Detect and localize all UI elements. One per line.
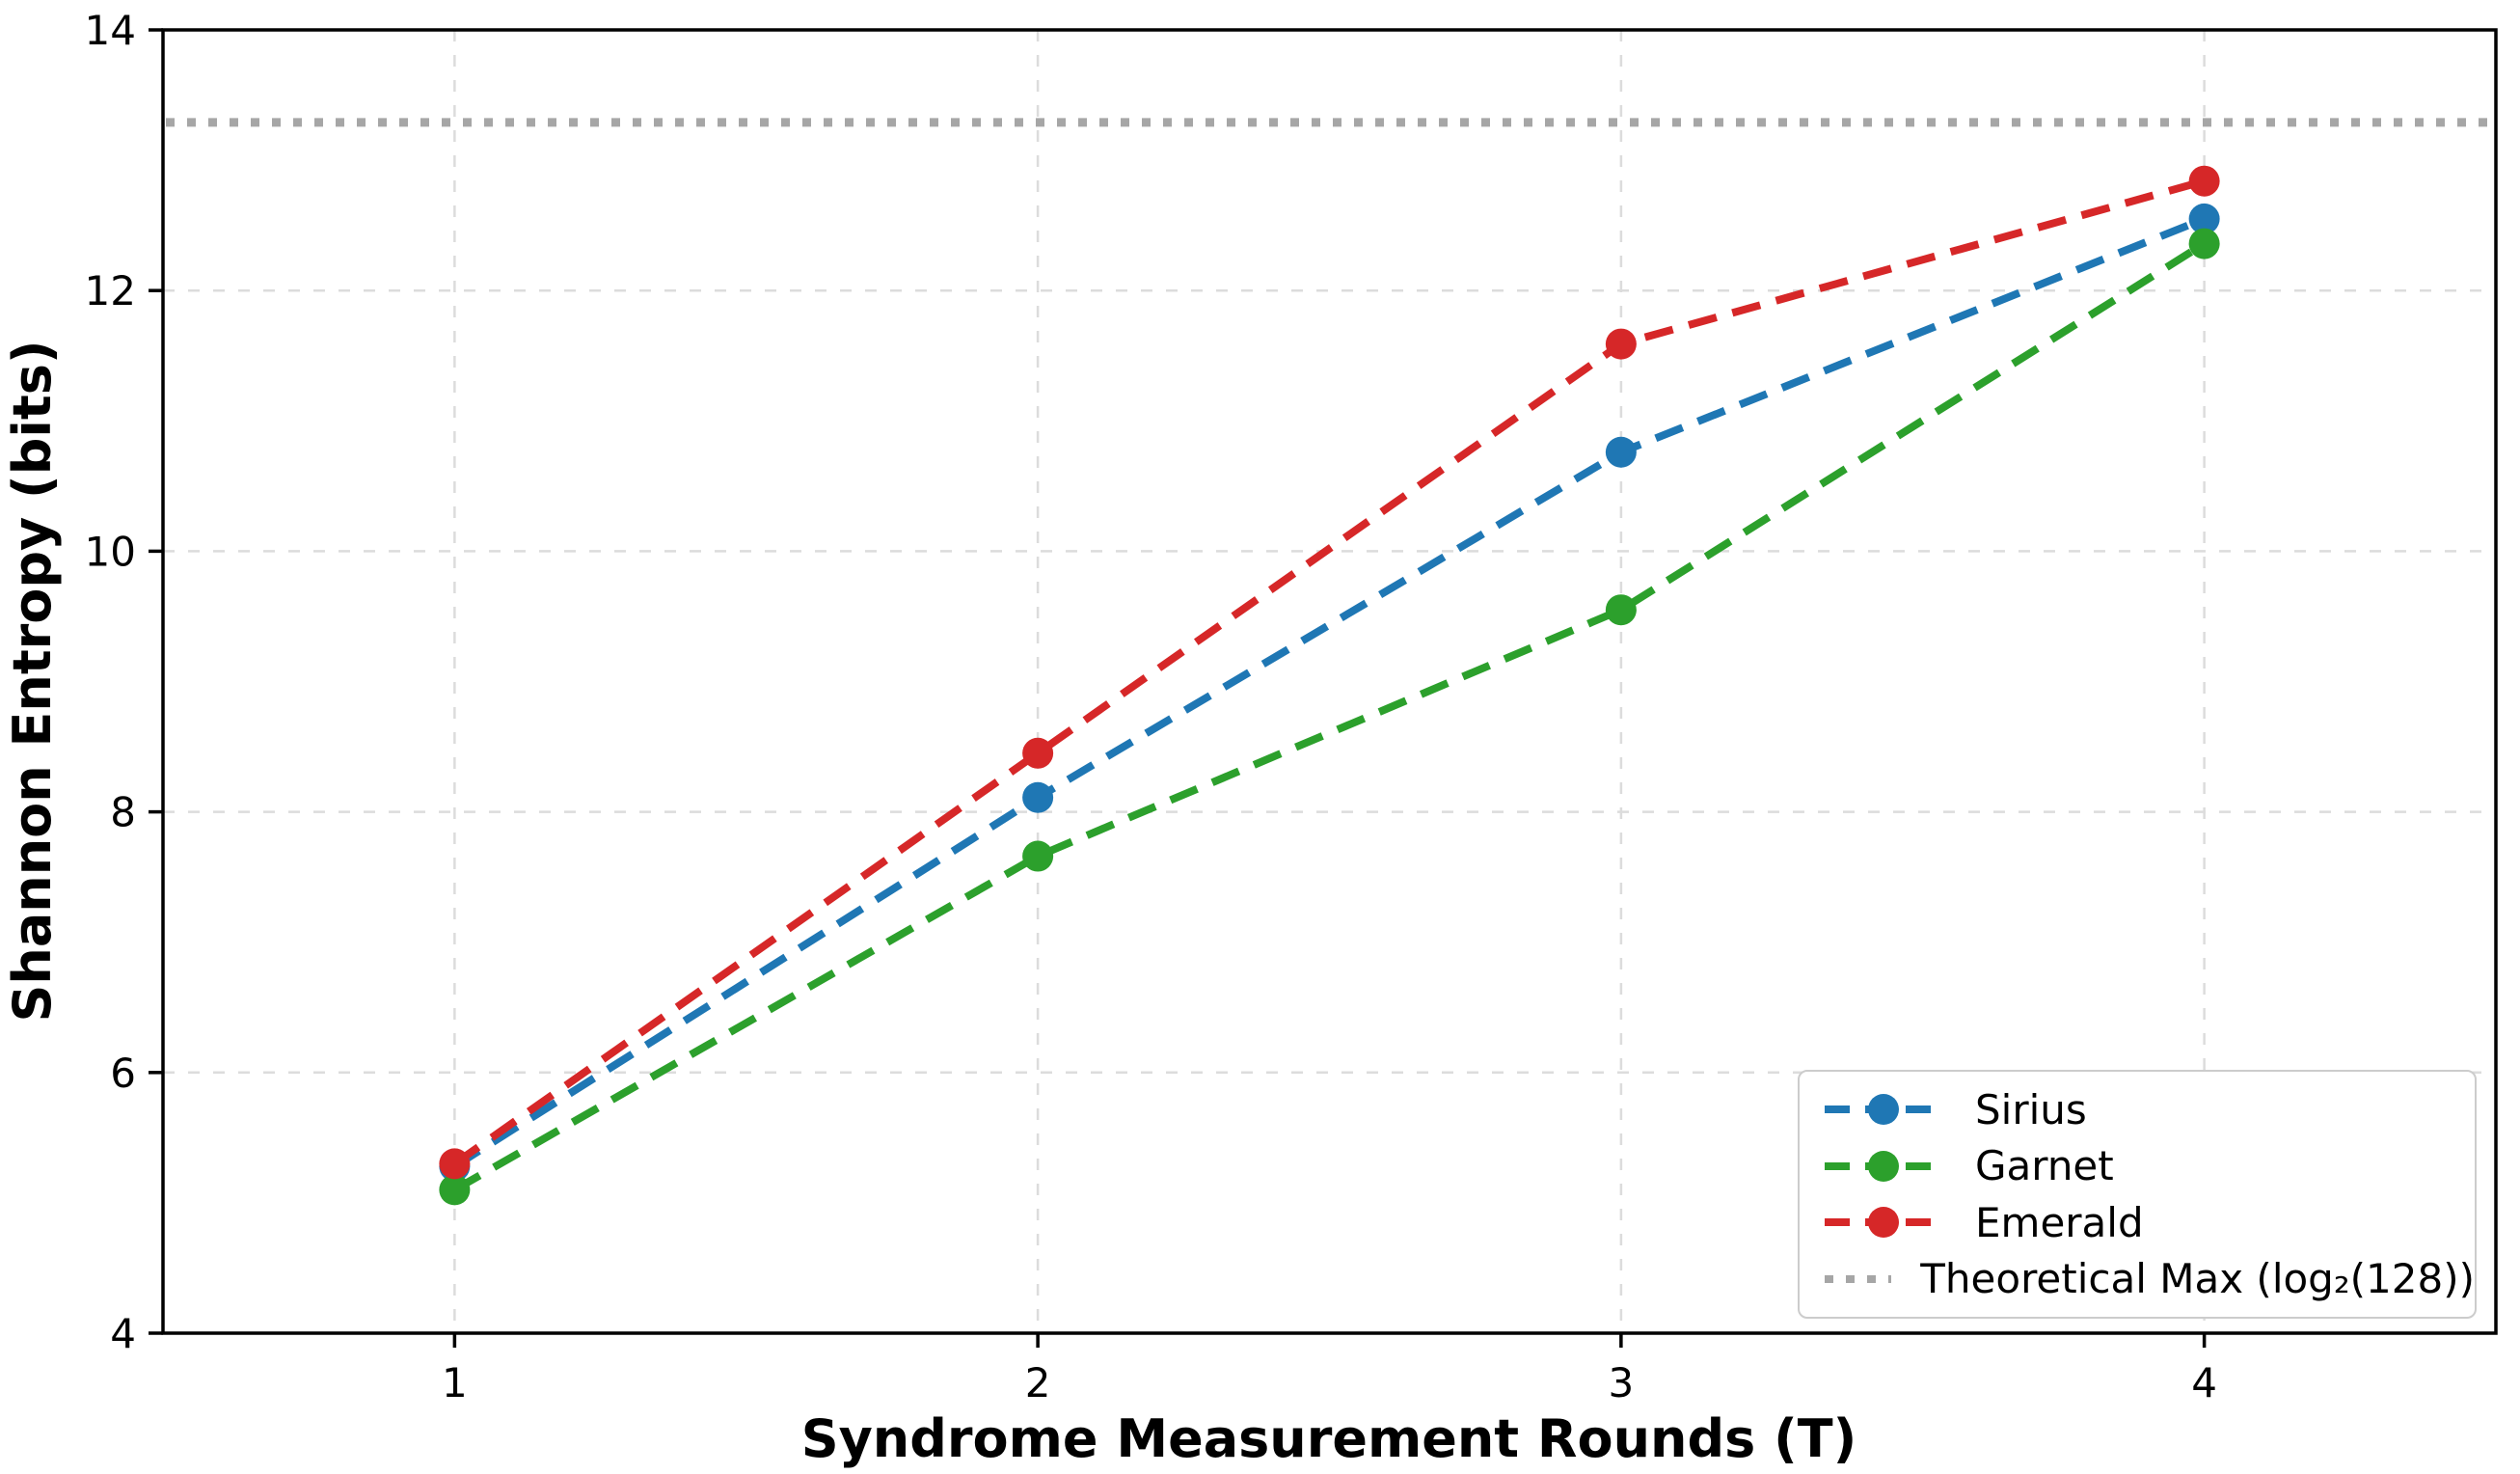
legend-swatch: [1825, 1207, 1942, 1239]
y-tick-label: 6: [110, 1050, 136, 1097]
legend-swatch: [1825, 1150, 1942, 1182]
legend-swatch: [1825, 1094, 1942, 1126]
series-line-emerald: [452, 177, 2206, 1167]
legend-label: Sirius: [1975, 1085, 2087, 1133]
series-line-sirius: [452, 215, 2207, 1170]
y-tick-label: 14: [85, 7, 136, 54]
y-tick-label: 4: [110, 1310, 136, 1357]
legend-item: Theoretical Max (log₂(128)): [1821, 1255, 2475, 1302]
x-tick-label: 4: [2191, 1359, 2217, 1406]
x-tick-label: 1: [442, 1359, 468, 1406]
y-tick-label: 8: [110, 789, 136, 836]
series-layer: [439, 165, 2220, 1206]
y-axis-label: Shannon Entropy (bits): [2, 340, 63, 1022]
legend-label: Emerald: [1975, 1198, 2144, 1246]
legend-marker-circle: [1868, 1094, 1899, 1126]
data-point-emerald-x1: [439, 1148, 471, 1180]
y-tick-label: 10: [85, 528, 136, 575]
legend-item: Garnet: [1821, 1142, 2475, 1189]
data-point-garnet-x2: [1022, 840, 1054, 872]
series-line-garnet: [452, 240, 2207, 1193]
plot-frame: [161, 28, 2498, 1335]
data-point-emerald-x2: [1022, 737, 1054, 769]
data-point-garnet-x3: [1605, 594, 1637, 626]
legend-item: Emerald: [1821, 1199, 2475, 1246]
data-point-sirius-x4: [2188, 203, 2220, 234]
legend-marker-circle: [1868, 1207, 1899, 1239]
data-point-sirius-x3: [1605, 436, 1637, 468]
x-axis-label: Syndrome Measurement Rounds (T): [801, 1408, 1857, 1469]
x-tick-label: 3: [1609, 1359, 1635, 1406]
data-point-sirius-x2: [1022, 781, 1054, 813]
legend-label: Theoretical Max (log₂(128)): [1920, 1255, 2475, 1303]
data-point-emerald-x4: [2188, 165, 2220, 197]
legend: Sirius Garnet Emerald Theoretical Max (log₂…: [1798, 1070, 2477, 1319]
data-point-garnet-x4: [2188, 228, 2220, 259]
data-point-emerald-x3: [1605, 328, 1637, 360]
legend-label: Garnet: [1975, 1142, 2114, 1190]
legend-item: Sirius: [1821, 1086, 2475, 1133]
y-tick-label: 12: [85, 267, 136, 314]
x-tick-label: 2: [1025, 1359, 1051, 1406]
legend-marker-circle: [1868, 1150, 1899, 1182]
data-point-garnet-x1: [439, 1174, 471, 1206]
legend-swatch: [1825, 1274, 1892, 1283]
